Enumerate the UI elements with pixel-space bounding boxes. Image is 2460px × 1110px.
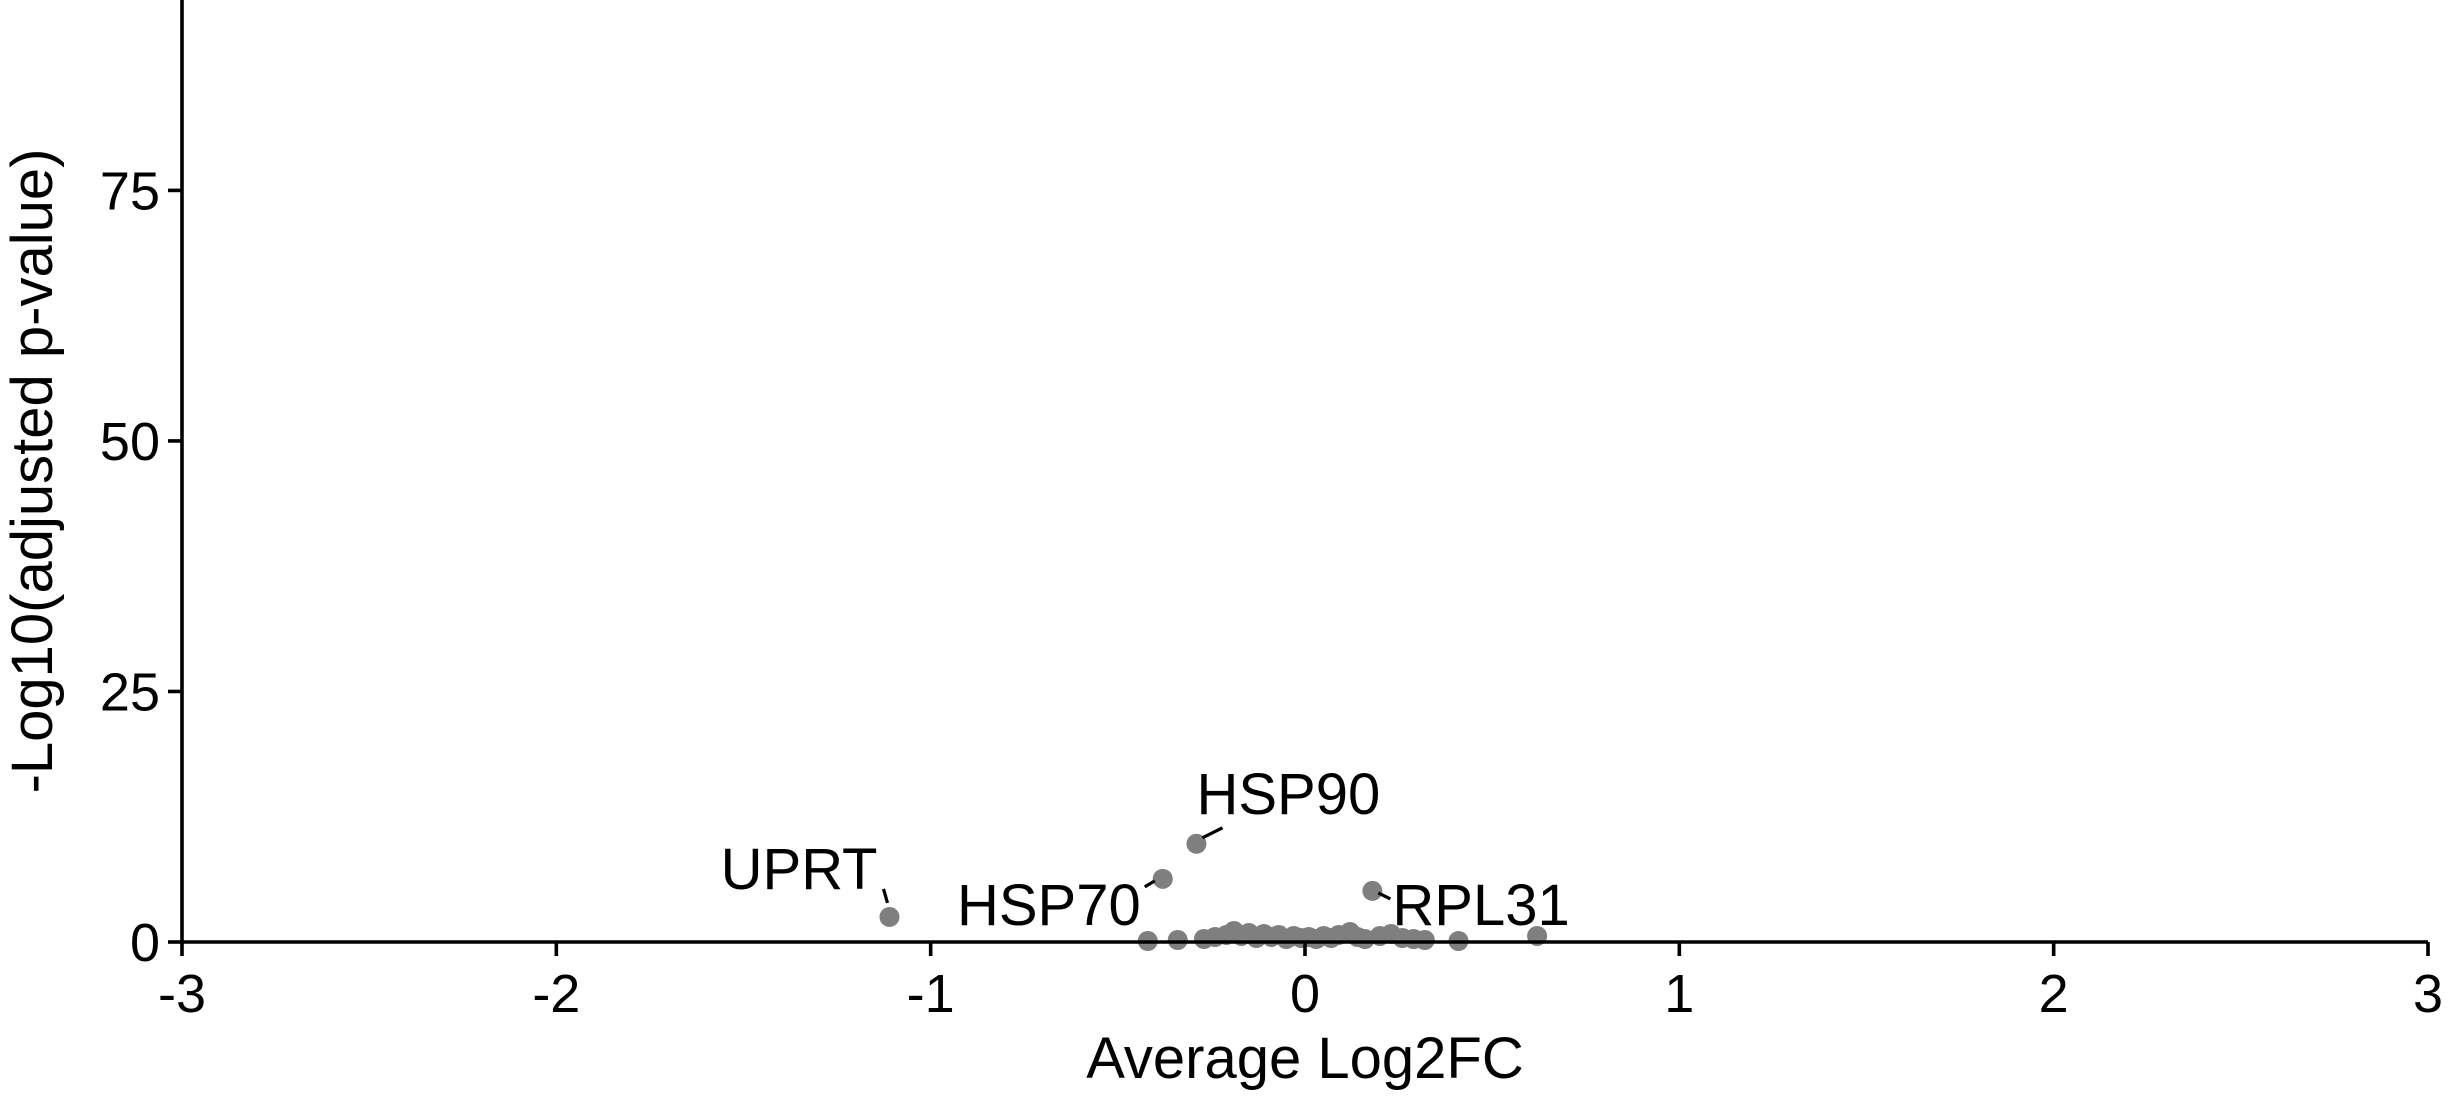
data-point (1414, 929, 1435, 950)
y-tick-label: 75 (100, 161, 160, 221)
y-tick-label: 0 (130, 913, 160, 973)
label-leaders-layer (881, 826, 1392, 904)
label-leader-line (1143, 879, 1156, 889)
label-leader-line (881, 888, 890, 904)
x-tick-label: 1 (1664, 964, 1694, 1024)
data-point (1167, 929, 1188, 950)
x-tick-label: 3 (2413, 964, 2443, 1024)
data-point (1354, 928, 1375, 949)
x-tick-label: 0 (1290, 964, 1320, 1024)
x-tick-label: -1 (907, 964, 955, 1024)
label-leader-line (1377, 891, 1392, 901)
data-point (1362, 880, 1383, 901)
y-axis-title: -Log10(adjusted p-value) (0, 149, 65, 794)
x-tick-label: 2 (2039, 964, 2069, 1024)
y-tick-label: 25 (100, 662, 160, 722)
y-tick-label: 50 (100, 412, 160, 472)
gene-label: HSP70 (957, 873, 1141, 938)
x-tick-label: -3 (158, 964, 206, 1024)
data-point (1152, 868, 1173, 889)
gene-label: UPRT (721, 837, 878, 902)
x-tick-label: -2 (532, 964, 580, 1024)
label-leader-line (1201, 826, 1224, 840)
gene-label: RPL31 (1392, 873, 1569, 938)
data-point (1186, 833, 1207, 854)
y-ticks-layer: 0 25 50 75 (100, 161, 182, 973)
gene-label: HSP90 (1196, 762, 1380, 827)
data-point (879, 906, 900, 927)
x-ticks-layer: -3 -2 -1 0 1 2 3 (158, 942, 2443, 1024)
x-axis-title: Average Log2FC (1086, 1026, 1523, 1091)
